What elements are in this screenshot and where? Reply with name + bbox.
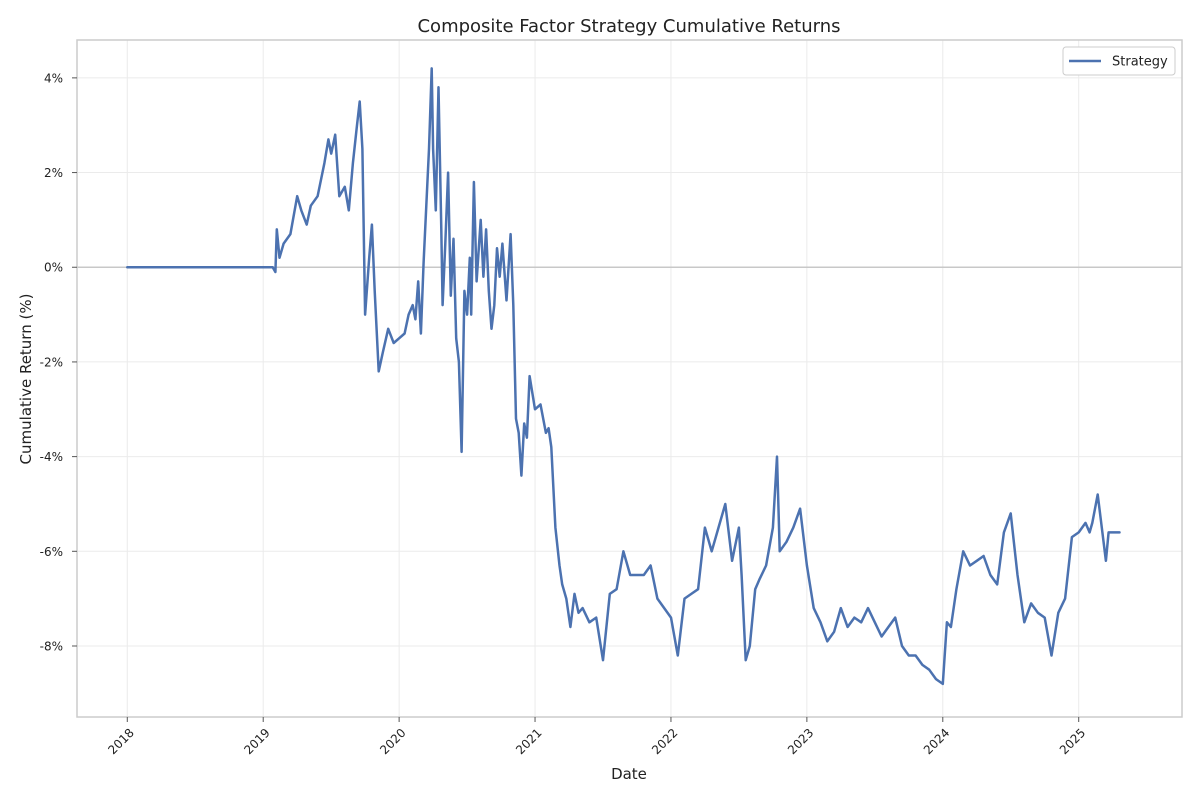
- series-line-strategy: [126, 67, 1121, 686]
- legend-box: [1062, 46, 1176, 76]
- y-tick-label: 2%: [44, 166, 63, 180]
- plot-area: 2018 2019 2020 2021 2022 2023 2024 2025-8%-6%-4…: [40, 39, 1183, 757]
- y-tick-label: -2%: [40, 355, 63, 369]
- legend: Strategy: [1062, 46, 1176, 76]
- y-tick-label: -8%: [40, 639, 63, 653]
- legend-label-strategy: Strategy: [1112, 55, 1168, 70]
- y-tick-label: -6%: [40, 545, 63, 559]
- y-tick-label: 0%: [44, 261, 63, 275]
- y-tick-label: 4%: [44, 71, 63, 85]
- plot-frame: [76, 39, 1183, 718]
- y-tick-label: -4%: [40, 450, 63, 464]
- chart-title: Composite Factor Strategy Cumulative Ret…: [417, 16, 840, 37]
- x-axis-title: Date: [611, 765, 647, 783]
- y-axis-title: Cumulative Return (%): [17, 294, 35, 465]
